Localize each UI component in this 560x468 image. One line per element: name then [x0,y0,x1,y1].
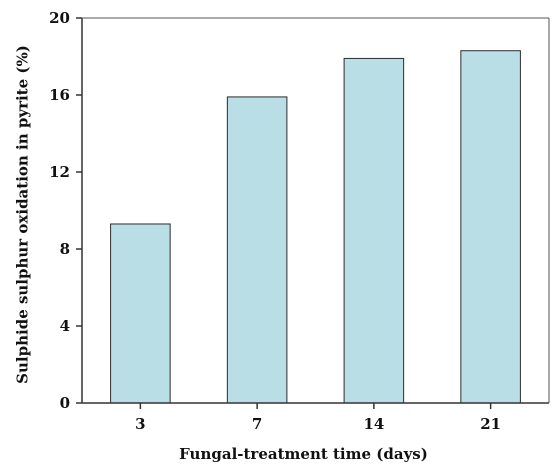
x-tick-label: 7 [252,415,262,433]
y-tick-label: 16 [49,86,70,104]
bar-21 [460,50,521,404]
y-axis-title: Sulphide sulphur oxidation in pyrite (%) [13,45,31,384]
x-tick-label: 21 [480,415,501,433]
x-tick-label: 14 [363,415,384,433]
y-ticks-group: 0 4 8 12 16 20 [49,9,82,412]
y-tick-label: 20 [49,9,70,27]
y-tick-label: 4 [60,317,70,335]
bars-group [110,50,521,404]
bar-14 [343,57,405,404]
y-tick-label: 8 [60,240,70,258]
y-tick-label: 0 [60,394,70,412]
bar-3 [110,223,171,404]
x-ticks-group: 3 7 14 21 [135,403,501,433]
axes-group [81,17,550,404]
x-tick-label: 3 [135,415,145,433]
x-axis-title: Fungal-treatment time (days) [179,445,428,463]
bar-7 [226,96,288,404]
y-tick-label: 12 [49,163,70,181]
